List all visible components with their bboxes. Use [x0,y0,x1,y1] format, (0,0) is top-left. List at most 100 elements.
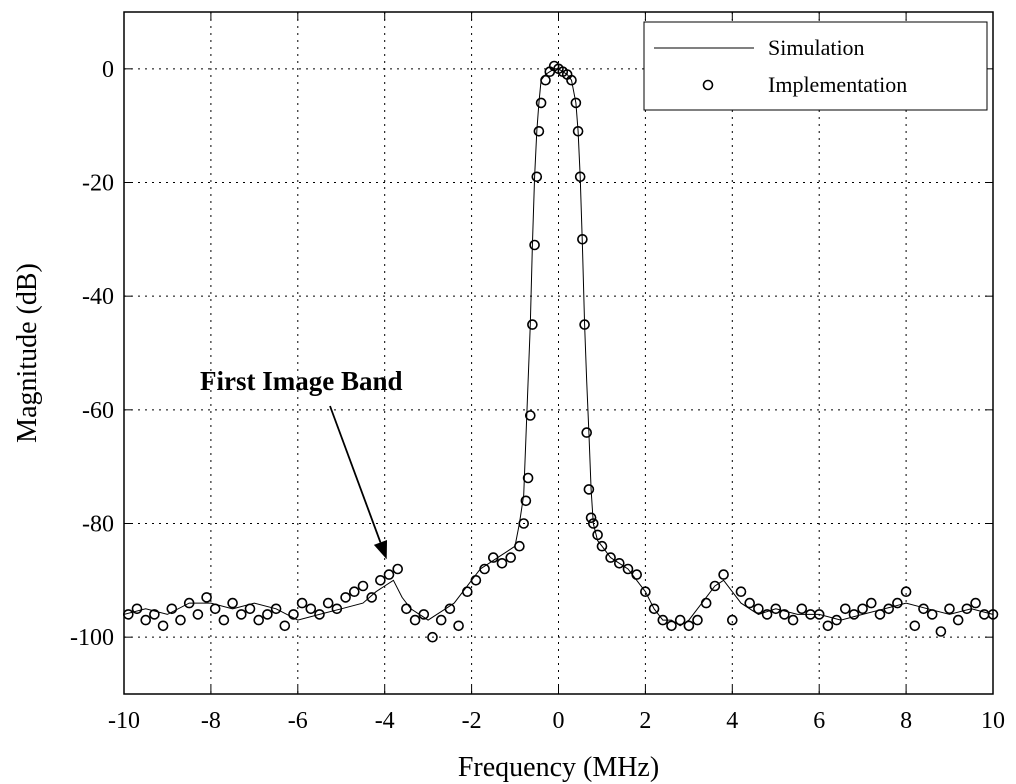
implementation-point [944,603,955,615]
implementation-point [787,614,799,626]
implementation-point [718,569,729,580]
implementation-point [314,609,325,620]
implementation-point [587,518,599,529]
y-tick-label: -20 [82,171,114,197]
implementation-point [322,597,334,609]
implementation-point [218,614,230,626]
implementation-point [201,592,212,603]
y-axis-label: Magnitude (dB) [12,263,43,443]
implementation-point [175,614,186,626]
implementation-point [533,126,545,137]
implementation-point [574,171,586,183]
implementation-point [427,631,438,643]
implementation-point [770,603,782,615]
implementation-point [657,614,669,626]
implementation-point [883,603,895,615]
implementation-point [735,586,747,598]
implementation-point [581,427,593,438]
implementation-point [683,620,695,632]
implementation-point [640,586,651,598]
implementation-point [296,597,308,609]
series-layer [123,60,999,643]
implementation-point [796,603,808,615]
implementation-point [935,626,947,637]
implementation-point [470,574,482,586]
x-tick-label: -2 [462,708,482,734]
annotation-label: First Image Band [200,366,403,396]
implementation-point [535,97,547,109]
implementation-point [709,580,721,592]
implementation-point [520,495,532,507]
implementation-point [978,609,990,620]
implementation-point [288,609,299,620]
implementation-point [822,620,834,632]
implementation-point [514,540,525,552]
implementation-point [865,597,877,609]
implementation-point [366,592,378,603]
x-tick-label: 6 [813,708,825,734]
implementation-point [572,126,584,137]
ticks-layer: -10 -8 -6 -4 -2 0 2 4 6 8 100-20-40-60-80-100 [70,12,1005,734]
x-axis-label: Frequency (MHz) [458,752,659,783]
implementation-point [453,620,464,632]
implementation-point [331,603,343,615]
implementation-point [577,234,588,245]
implementation-point [227,597,238,609]
implementation-point [157,620,169,632]
implementation-point [570,97,582,109]
x-tick-label: -6 [288,708,308,734]
implementation-point [505,552,517,563]
grid-layer [124,12,993,694]
implementation-point [305,603,317,615]
implementation-point [383,569,395,580]
implementation-point [566,74,577,86]
implementation-point [522,472,534,484]
implementation-point [753,603,764,615]
implementation-point [744,597,756,609]
implementation-point [726,614,738,626]
implementation-point [270,603,282,615]
implementation-point [831,614,842,626]
implementation-point [166,603,178,615]
x-tick-label: 8 [900,708,912,734]
annotation-arrowhead [373,539,388,560]
implementation-point [631,569,643,580]
y-tick-label: -80 [82,512,114,538]
x-tick-label: -10 [108,708,140,734]
implementation-point [666,620,677,632]
implementation-point [479,563,490,575]
implementation-point [952,614,964,626]
implementation-point [262,609,273,620]
implementation-point [527,319,538,330]
implementation-point [435,614,447,626]
annotation: First Image Band [200,366,403,560]
implementation-point [461,586,473,598]
implementation-point [613,557,625,569]
y-tick-label: -40 [82,284,114,310]
legend-simulation-label: Simulation [768,35,865,60]
implementation-point [605,552,616,563]
implementation-point [531,171,543,183]
implementation-point [592,529,603,541]
y-tick-label: -100 [70,625,114,651]
implementation-point [149,609,160,620]
implementation-point [648,603,660,615]
implementation-point [418,609,430,620]
implementation-point [892,597,903,609]
implementation-point [183,597,195,609]
implementation-point [518,518,530,529]
implementation-point [674,614,686,626]
implementation-point [961,603,973,615]
implementation-point [813,609,825,620]
annotation-arrow [329,405,382,543]
x-tick-label: -8 [201,708,221,734]
x-tick-label: 0 [553,708,565,734]
implementation-point [700,597,712,609]
implementation-point [340,592,351,603]
implementation-point [444,603,456,615]
legend: Simulation Implementation [643,21,988,111]
legend-implementation-label: Implementation [768,72,907,97]
implementation-point [348,586,360,598]
implementation-point [779,609,790,620]
